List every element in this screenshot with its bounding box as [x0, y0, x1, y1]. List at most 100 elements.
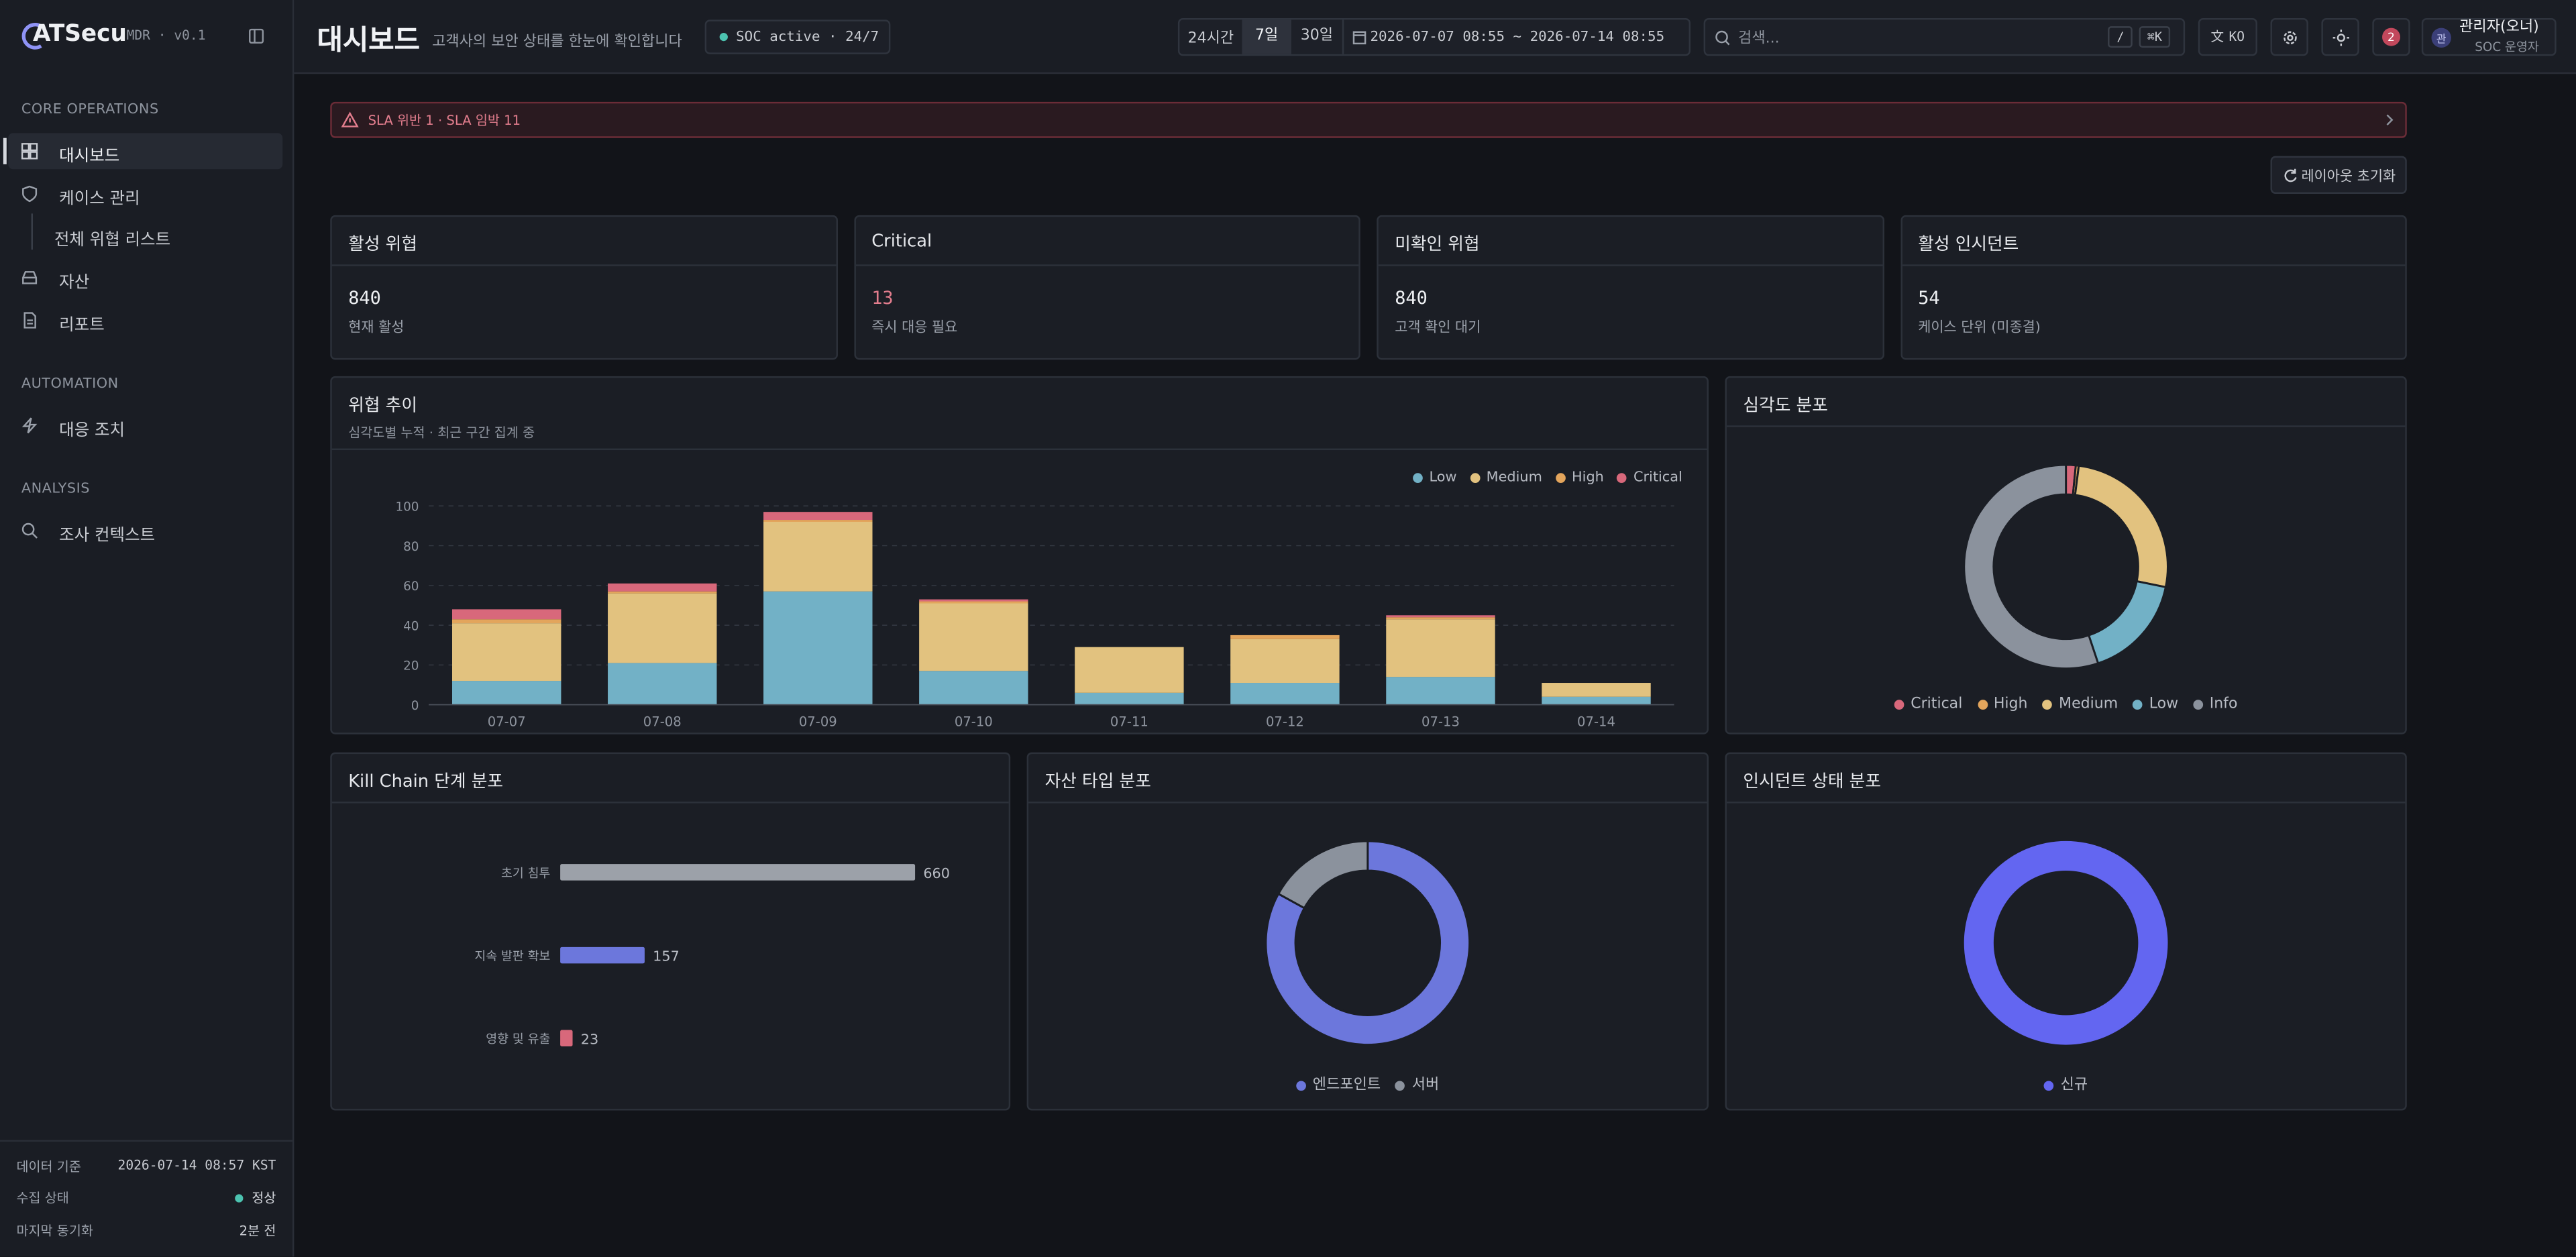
nav-item[interactable]: 대응 조치 [59, 422, 125, 441]
bar-segment [451, 681, 561, 705]
legend-label: High [1993, 696, 2028, 713]
chart: 초기 침투 660 지속 발판 확보 157 영향 및 유출 23 [474, 864, 950, 1047]
range-button[interactable]: 30일 [1291, 19, 1344, 54]
notification-count: 2 [2382, 28, 2400, 46]
bar-segment [763, 512, 873, 521]
stat-value: 54 [1918, 287, 1940, 309]
stat-card: Critical 13 즉시 대응 필요 [853, 215, 1360, 360]
bar-segment [1230, 639, 1340, 684]
legend-label: Critical [1911, 696, 1963, 713]
sla-alert[interactable]: SLA 위반 1 · SLA 임박 11 [330, 101, 2407, 138]
legend-label: Medium [2059, 696, 2118, 713]
legend-item: High [1555, 470, 1604, 486]
bar-segment [451, 609, 561, 620]
nav-item[interactable]: 전체 위협 리스트 [54, 231, 171, 250]
legend-label: High [1572, 470, 1604, 486]
slice [2074, 464, 2169, 589]
reset-label: 레이아웃 초기화 [2301, 168, 2396, 185]
bar-segment [1075, 647, 1184, 693]
nav-item[interactable]: 리포트 [59, 317, 105, 335]
notification-button[interactable]: 2 [2372, 17, 2410, 56]
nav-item[interactable]: 자산 [59, 274, 90, 292]
bar-segment [608, 593, 717, 663]
bar-segment [1542, 696, 1651, 705]
slice [2087, 580, 2167, 665]
footer-value: 2026-07-14 08:57 KST [117, 1158, 276, 1173]
legend-swatch [1296, 1080, 1306, 1090]
language-button[interactable]: 文 KO [2198, 17, 2257, 56]
legend-item: Critical [1617, 470, 1682, 486]
nav-item[interactable]: 대시보드 [59, 148, 120, 166]
nav-item[interactable]: 케이스 관리 [59, 190, 140, 209]
status-pill: SOC active · 24/7 [704, 19, 891, 54]
status-dot [235, 1194, 244, 1203]
y-tick-label: 20 [403, 659, 419, 673]
stat-header: 미확인 위협 [1378, 217, 1882, 266]
calendar-icon [1352, 30, 1366, 44]
legend: 신규 [1727, 1073, 2405, 1094]
x-tick-label: 07-10 [955, 714, 993, 729]
nav-item[interactable]: 조사 컨텍스트 [59, 527, 156, 546]
bar-segment [919, 599, 1028, 602]
range-button[interactable]: 24시간 [1187, 31, 1234, 48]
user-menu[interactable]: 관 관리자(오너) SOC 운영자 [2421, 17, 2557, 56]
collapse-button[interactable] [248, 28, 264, 44]
bar-segment [763, 521, 873, 592]
legend-item: Low [1413, 470, 1457, 486]
date-range[interactable]: 2026-07-07 08:55 ~ 2026-07-14 08:55 [1370, 28, 1665, 46]
stat-value: 840 [348, 287, 381, 309]
stat-caption: 케이스 단위 (미종결) [1918, 320, 2041, 337]
legend: Low Medium High Critical [1413, 470, 1682, 486]
reset-layout-button[interactable]: 레이아웃 초기화 [2270, 156, 2407, 194]
footer-row: 마지막 동기화 2분 전 [16, 1222, 276, 1240]
icon [22, 185, 38, 203]
legend-item: Info [2193, 696, 2237, 713]
theme-button[interactable] [2321, 17, 2359, 56]
bar-segment [451, 623, 561, 681]
language: KO [2229, 30, 2245, 45]
y-tick-label: 60 [403, 580, 419, 594]
y-tick-label: 0 [411, 699, 419, 713]
slice [1265, 840, 1471, 1046]
shortcut: / [2108, 26, 2133, 48]
section-title: ANALYSIS [21, 481, 90, 498]
y-tick-label: 100 [395, 500, 419, 514]
footer-label: 수집 상태 [16, 1191, 69, 1206]
stat-title: 활성 위협 [348, 235, 418, 255]
version: MDR · v0.1 [126, 28, 206, 43]
stat-card: 미확인 위협 840 고객 확인 대기 [1377, 215, 1884, 360]
legend-item: Medium [1470, 470, 1542, 486]
panel-title: 인시던트 상태 분포 [1743, 772, 1882, 792]
legend-swatch [1395, 1080, 1405, 1090]
panel-body: 신규 [1727, 804, 2405, 1109]
chart [1963, 463, 2169, 670]
legend-swatch [1413, 472, 1423, 482]
settings-button[interactable] [2270, 17, 2308, 56]
value-label: 23 [581, 1031, 598, 1047]
panel: 자산 타입 분포 엔드포인트 서버 [1026, 752, 1709, 1111]
search[interactable]: 검색... / ⌘K [1703, 17, 2186, 56]
stat-title: 미확인 위협 [1395, 235, 1480, 255]
legend-item: Low [2133, 696, 2179, 713]
bar-segment [1542, 683, 1651, 697]
sidebar: ATSecu MDR · v0.1 CORE OPERATIONS 대시보드 케… [0, 0, 294, 1257]
range-button[interactable]: 7일 [1242, 19, 1291, 54]
panel-title: 자산 타입 분포 [1044, 772, 1151, 792]
y-tick-label: 40 [403, 619, 419, 633]
bar [560, 946, 645, 964]
legend-swatch [1977, 699, 1988, 709]
bar-segment [1075, 692, 1184, 705]
slice [1277, 840, 1369, 910]
stat-title: Critical [871, 231, 932, 252]
bar-segment [919, 671, 1028, 705]
panel-body: 0 20 40 60 80 100 07-07 07-08 07-09 07-10 07-11 07-… [332, 450, 1707, 732]
legend-label: 엔드포인트 [1312, 1077, 1381, 1095]
bar-segment [1230, 635, 1340, 639]
bar-segment [451, 619, 561, 624]
icon [21, 523, 38, 539]
icon [22, 271, 38, 284]
legend-swatch [2193, 699, 2203, 709]
bar-segment [608, 663, 717, 705]
legend-label: Low [2149, 696, 2179, 713]
